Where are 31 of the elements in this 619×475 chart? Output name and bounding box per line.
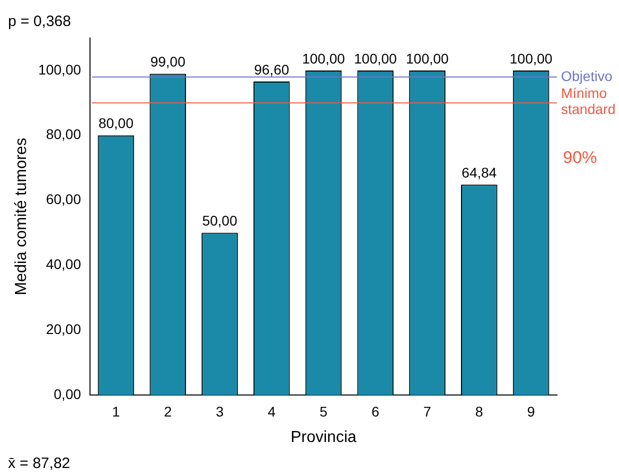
- x-axis-title: Provincia: [290, 428, 357, 446]
- data-label: 50,00: [202, 212, 238, 229]
- data-label: 100,00: [510, 50, 553, 66]
- data-label: 100,00: [354, 50, 398, 66]
- x-tick-label: 7: [423, 403, 432, 420]
- y-axis-title: Media comité tumores: [13, 138, 30, 296]
- data-label: 80,00: [98, 115, 134, 132]
- data-label: 100,00: [406, 50, 449, 66]
- y-tick-label: 20,00: [46, 320, 82, 337]
- x-tick-label: 2: [164, 403, 172, 420]
- text: x̄ = 87,82: [8, 455, 70, 472]
- data-label: 99,00: [150, 54, 186, 70]
- ref-line-label: Mínimo standard: [561, 84, 616, 117]
- text: 90%: [563, 148, 598, 167]
- y-tick-label: 60,00: [46, 191, 82, 208]
- y-tick-label: 0,00: [54, 386, 82, 402]
- text: p = 0,368: [8, 13, 71, 30]
- x-tick-label: 1: [112, 403, 120, 420]
- y-tick-label: 40,00: [46, 256, 82, 272]
- x-tick-label: 5: [320, 403, 328, 420]
- data-label: 64,84: [462, 164, 497, 180]
- y-tick-label: 100,00: [38, 61, 82, 78]
- x-tick-label: 4: [268, 403, 276, 420]
- y-tick-label: 80,00: [46, 126, 82, 142]
- x-tick-label: 6: [372, 403, 380, 420]
- data-label: 100,00: [302, 50, 346, 66]
- x-tick-label: 9: [527, 403, 536, 420]
- data-label: 96,60: [254, 61, 290, 78]
- ref-line-label: Objetivo: [561, 68, 613, 84]
- x-tick-label: 8: [475, 403, 484, 420]
- x-tick-label: 3: [216, 403, 224, 420]
